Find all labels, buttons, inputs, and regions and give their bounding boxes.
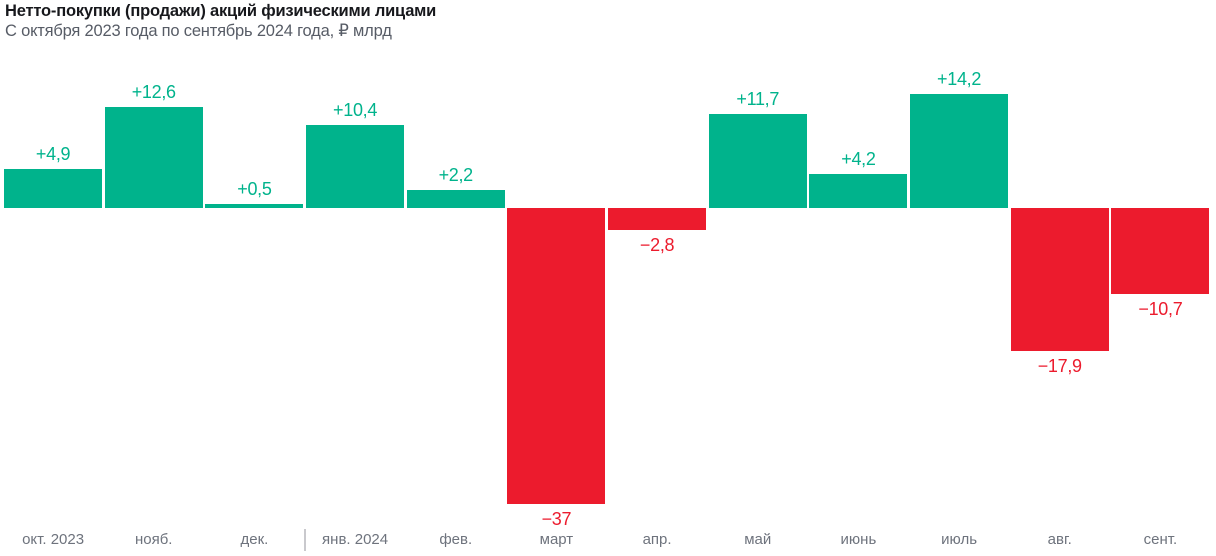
bar-value-label: +10,4 <box>333 99 378 120</box>
axis-label: май <box>744 531 772 548</box>
axis-label: сент. <box>1143 531 1178 548</box>
bar-value-label: +0,5 <box>237 179 272 199</box>
bar-value-label: +2,2 <box>438 165 474 186</box>
bar <box>406 190 505 208</box>
bar-value-label: −17,9 <box>1037 356 1082 377</box>
axis-label: апр. <box>642 531 672 548</box>
bar-value-label: +4,9 <box>35 143 71 164</box>
bar-value-label: −37 <box>541 509 572 529</box>
bar <box>306 124 405 208</box>
bar <box>608 208 707 231</box>
bar-value-label: +11,7 <box>736 89 780 110</box>
chart-subtitle: С октября 2023 года по сентябрь 2024 год… <box>5 22 392 40</box>
axis-label: март <box>539 531 574 548</box>
bar <box>1111 208 1210 294</box>
year-divider <box>304 529 306 551</box>
axis-label: дек. <box>240 531 269 548</box>
axis-label: авг. <box>1047 531 1072 548</box>
bar <box>910 94 1009 208</box>
bar-value-label: +14,2 <box>937 69 982 90</box>
bar-value-label: −2,8 <box>639 235 675 256</box>
bar <box>507 208 606 504</box>
chart-title: Нетто-покупки (продажи) акций физическим… <box>5 2 437 20</box>
bar <box>809 174 908 208</box>
bar-value-label: +12,6 <box>131 82 176 103</box>
bar <box>104 107 203 208</box>
bar <box>205 204 304 208</box>
bar-value-label: +4,2 <box>841 149 876 170</box>
axis-label: янв. 2024 <box>322 531 389 548</box>
axis-label: июнь <box>840 531 877 548</box>
axis-label: нояб. <box>134 531 173 548</box>
axis-label: окт. 2023 <box>22 531 85 548</box>
bar <box>4 168 103 208</box>
bar <box>708 114 807 208</box>
axis-label: фев. <box>439 531 473 548</box>
bar-value-label: −10,7 <box>1138 298 1183 319</box>
bar <box>1010 208 1109 352</box>
axis-label: июль <box>941 531 978 548</box>
